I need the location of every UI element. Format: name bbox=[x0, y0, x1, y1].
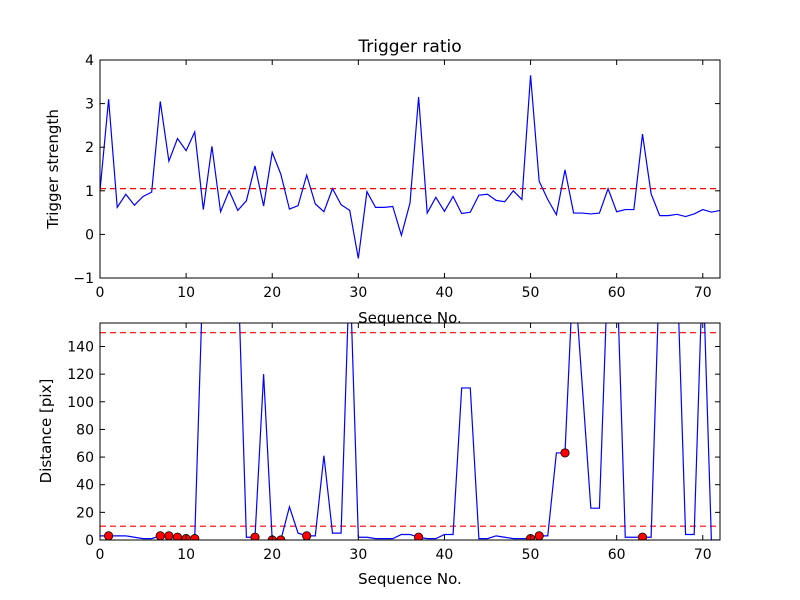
top-y-tick-label: 1 bbox=[85, 184, 94, 200]
top-plot-area bbox=[100, 75, 720, 259]
bottom-y-tick-label: 20 bbox=[76, 505, 94, 521]
bottom-x-tick-label: 40 bbox=[436, 547, 454, 563]
bottom-x-tick-label: 10 bbox=[177, 547, 195, 563]
bottom-plot-area bbox=[100, 323, 720, 540]
bottom-marker-point bbox=[414, 532, 424, 540]
bottom-chart: 0 10 20 30 40 50 60 70 0 20 40 60 80 100 120 140 Sequen… bbox=[37, 322, 721, 588]
bottom-y-tick-label: 140 bbox=[67, 339, 94, 355]
bottom-marker-point bbox=[172, 532, 183, 540]
bottom-marker-point bbox=[250, 532, 260, 540]
top-y-tick-label: −1 bbox=[73, 271, 94, 287]
top-x-tick-label: 10 bbox=[177, 285, 195, 301]
bottom-y-tick-label: 0 bbox=[85, 533, 94, 549]
bottom-x-tick-label: 60 bbox=[608, 547, 626, 563]
bottom-marker-point bbox=[190, 534, 200, 540]
bottom-y-tick-label: 40 bbox=[76, 478, 94, 494]
bottom-x-tick-label: 30 bbox=[349, 547, 367, 563]
bottom-x-tick-label: 20 bbox=[263, 547, 281, 563]
bottom-marker-point bbox=[534, 531, 544, 540]
bottom-marker-point bbox=[302, 531, 312, 540]
top-x-tick-label: 20 bbox=[263, 285, 281, 301]
bottom-marker-point bbox=[560, 448, 570, 458]
top-axes-frame bbox=[99, 59, 721, 279]
bottom-x-tick-label: 70 bbox=[694, 547, 712, 563]
top-x-tick-label: 50 bbox=[522, 285, 540, 301]
top-series-line bbox=[100, 75, 720, 259]
top-y-tick-label: 3 bbox=[85, 97, 94, 113]
bottom-y-tick-label: 60 bbox=[76, 450, 94, 466]
bottom-y-tick-label: 100 bbox=[67, 395, 94, 411]
bottom-series-line bbox=[100, 323, 720, 540]
top-y-tick-label: 4 bbox=[85, 53, 94, 69]
top-y-tick-label: 2 bbox=[85, 140, 94, 156]
top-x-tick-label: 70 bbox=[694, 285, 712, 301]
bottom-y-axis-label: Distance [pix] bbox=[37, 379, 55, 484]
bottom-marker-point bbox=[155, 531, 165, 540]
bottom-x-tick-label: 0 bbox=[96, 547, 105, 563]
top-y-tick-label: 0 bbox=[85, 227, 94, 243]
bottom-marker-point bbox=[104, 531, 114, 540]
bottom-ticks: 0 10 20 30 40 50 60 70 0 20 40 60 80 100 120 140 bbox=[67, 323, 720, 563]
bottom-y-tick-label: 80 bbox=[76, 422, 94, 438]
bottom-x-tick-label: 50 bbox=[522, 547, 540, 563]
top-x-tick-label: 0 bbox=[96, 285, 105, 301]
bottom-marker-point bbox=[164, 531, 174, 540]
top-x-tick-label: 60 bbox=[608, 285, 626, 301]
top-x-tick-label: 40 bbox=[436, 285, 454, 301]
top-chart-title: Trigger ratio bbox=[357, 37, 461, 57]
bottom-marker-point bbox=[637, 532, 648, 540]
bottom-y-tick-label: 120 bbox=[67, 367, 94, 383]
top-x-tick-label: 30 bbox=[349, 285, 367, 301]
top-y-axis-label: Trigger strength bbox=[44, 109, 62, 230]
top-x-axis-label: Sequence No. bbox=[358, 309, 462, 327]
bottom-axes-frame bbox=[99, 322, 721, 541]
bottom-x-axis-label: Sequence No. bbox=[358, 570, 462, 588]
